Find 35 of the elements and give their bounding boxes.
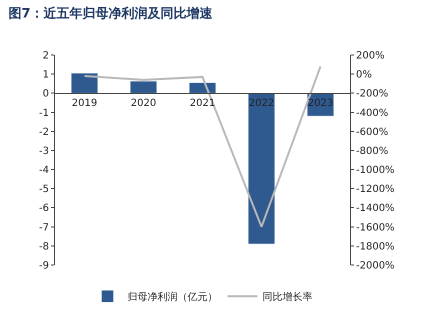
y2-tick-label: -1200% xyxy=(356,184,395,196)
y2-tick-label: -400% xyxy=(356,108,388,119)
y2-tick-label: -1600% xyxy=(356,222,395,234)
y2-tick-label: 200% xyxy=(356,50,385,62)
legend-label: 同比增长率 xyxy=(262,291,312,304)
y-tick-label: 0 xyxy=(42,88,49,100)
y-tick-label: -3 xyxy=(39,146,49,157)
y2-tick-label: -1800% xyxy=(356,241,395,252)
y2-tick-label: -600% xyxy=(356,126,388,138)
x-tick-label: 2023 xyxy=(308,98,334,110)
x-tick-label: 2019 xyxy=(72,98,98,110)
y2-tick-label: -2000% xyxy=(356,260,395,272)
y2-tick-label: -1400% xyxy=(356,203,395,214)
bar xyxy=(130,80,158,94)
x-tick-label: 2021 xyxy=(190,98,216,110)
y-tick-label: -7 xyxy=(39,222,49,234)
x-tick-label: 2020 xyxy=(130,98,156,110)
y2-tick-label: -800% xyxy=(356,146,388,157)
y2-tick-label: 0% xyxy=(356,70,372,81)
y-tick-label: -5 xyxy=(39,184,49,196)
chart-title: 图7：近五年归母净利润及同比增速 xyxy=(8,5,214,22)
y-tick-label: -1 xyxy=(39,108,49,119)
y-tick-label: -9 xyxy=(39,260,49,272)
y-tick-label: -4 xyxy=(39,165,49,176)
y-tick-label: -6 xyxy=(39,203,49,214)
y2-tick-label: -1000% xyxy=(356,165,395,176)
bar xyxy=(70,72,98,94)
bar xyxy=(248,92,276,244)
x-tick-label: 2022 xyxy=(248,98,274,110)
y-tick-label: 2 xyxy=(42,50,49,62)
y-tick-label: -8 xyxy=(39,241,49,252)
legend-label: 归母净利润（亿元） xyxy=(128,291,218,304)
y2-tick-label: -200% xyxy=(356,88,388,100)
y-tick-label: -2 xyxy=(39,126,49,138)
y-tick-label: 1 xyxy=(42,70,49,81)
